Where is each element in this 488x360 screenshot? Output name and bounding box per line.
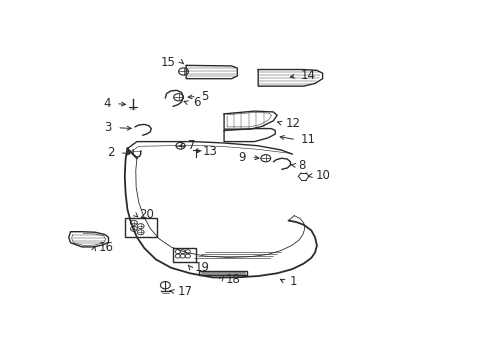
Text: 18: 18	[225, 273, 240, 286]
Text: 20: 20	[139, 208, 154, 221]
Text: 10: 10	[315, 169, 330, 182]
Bar	[124, 218, 157, 237]
Text: 11: 11	[300, 133, 315, 146]
Text: 4: 4	[102, 97, 110, 110]
Text: 17: 17	[177, 285, 192, 298]
Text: 7: 7	[187, 139, 195, 152]
Text: 9: 9	[238, 151, 245, 164]
Text: 2: 2	[106, 146, 114, 159]
Text: 6: 6	[192, 96, 200, 109]
Text: 12: 12	[285, 117, 300, 130]
Text: 16: 16	[99, 241, 114, 254]
Text: 5: 5	[201, 90, 208, 103]
Text: 14: 14	[300, 69, 315, 82]
Text: 19: 19	[194, 261, 209, 274]
Text: 15: 15	[161, 55, 176, 68]
Text: 13: 13	[203, 145, 217, 158]
Text: 8: 8	[298, 159, 305, 172]
Text: 3: 3	[104, 121, 111, 134]
Text: 1: 1	[289, 275, 296, 288]
